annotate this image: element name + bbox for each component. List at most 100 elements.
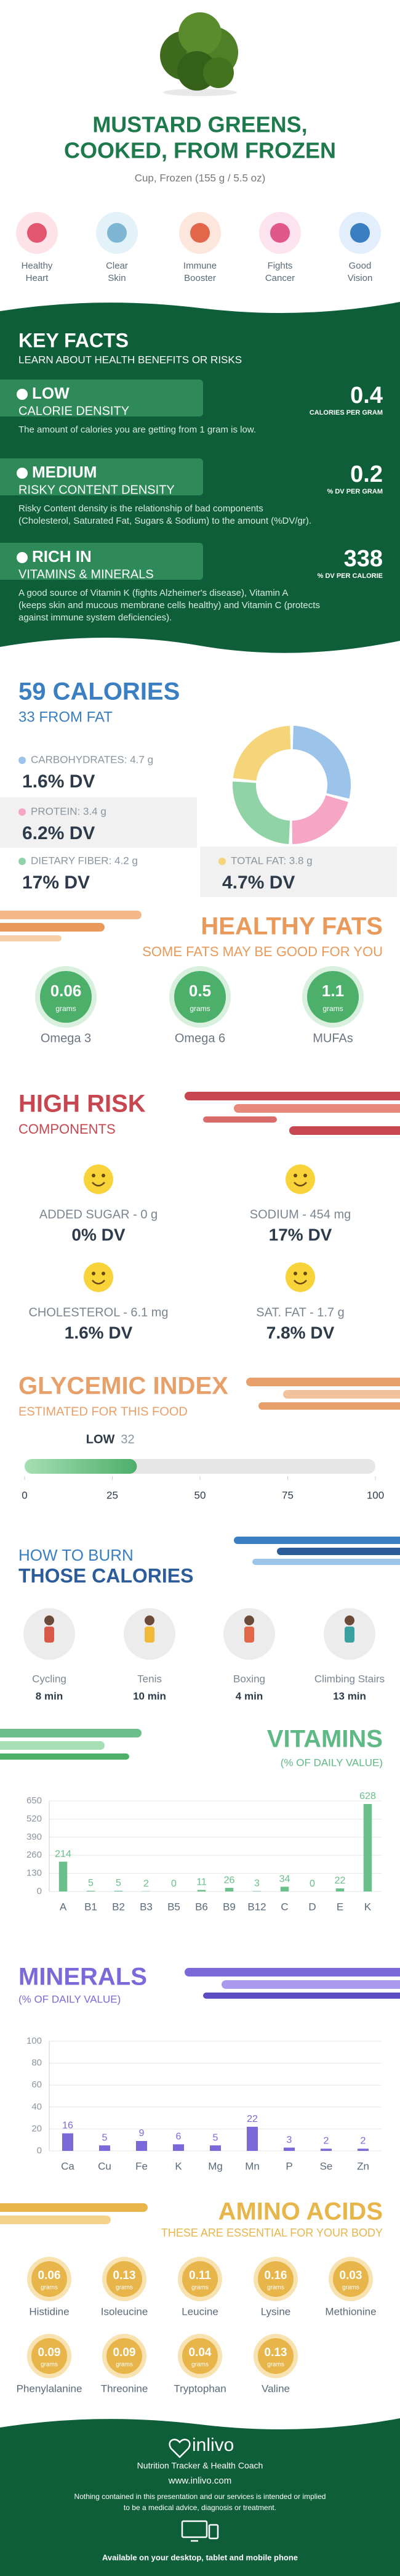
- bar: [99, 2145, 110, 2151]
- x-tick-label: B12: [247, 1901, 266, 1912]
- section-title: HEALTHY FATS: [201, 913, 383, 940]
- title: COOKED, FROM FROZEN: [64, 138, 336, 163]
- fat-unit: grams: [55, 1004, 76, 1013]
- x-tick-label: B6: [195, 1901, 208, 1912]
- fact-value: 338: [344, 546, 383, 572]
- amino-name: Leucine: [182, 2306, 218, 2317]
- fact-description: (Cholesterol, Saturated Fat, Sugars & So…: [18, 516, 311, 526]
- fact-unit: % DV PER GRAM: [327, 488, 383, 495]
- gi-tick-label: 0: [22, 1489, 27, 1501]
- value-label: 5: [102, 2132, 108, 2143]
- gi-level: LOW: [86, 1432, 115, 1446]
- nutrient-name: DIETARY FIBER: 4.2 g: [31, 855, 138, 866]
- activity-time: 8 min: [36, 1690, 63, 1702]
- bar: [280, 1887, 289, 1891]
- value-label: 0: [171, 1879, 177, 1889]
- bar: [173, 2144, 184, 2151]
- value-label: 3: [287, 2135, 292, 2145]
- fat-unit: grams: [190, 1004, 210, 1013]
- benefit-icon: [350, 223, 370, 243]
- activity-name: Boxing: [233, 1673, 265, 1684]
- smiley-eye: [294, 1174, 297, 1177]
- fact-value: 0.2: [350, 461, 383, 487]
- amino-circle: [106, 2261, 142, 2297]
- activity-figure-body: [244, 1627, 254, 1643]
- x-tick-label: Mn: [245, 2160, 260, 2172]
- amino-circle: [31, 2261, 67, 2297]
- smiley-mouth: [92, 1182, 105, 1187]
- ribbons: [0, 911, 400, 2224]
- fat-circle: [307, 971, 359, 1023]
- risk-dv: 7.8% DV: [266, 1323, 335, 1342]
- section-title: THOSE CALORIES: [18, 1564, 193, 1587]
- amino-name: Threonine: [101, 2383, 148, 2394]
- amino-value: 0.09: [38, 2346, 61, 2359]
- smiley-eye: [303, 1174, 307, 1177]
- amino-value: 0.09: [113, 2346, 136, 2359]
- fact-description: Risky Content density is the relationshi…: [18, 503, 263, 514]
- fact-band: [0, 543, 203, 580]
- fat-value: 1.1: [322, 981, 344, 1000]
- section-subtitle: ESTIMATED FOR THIS FOOD: [18, 1405, 188, 1418]
- activity-time: 10 min: [133, 1690, 166, 1702]
- activity-figure-head: [345, 1615, 354, 1625]
- amino-value: 0.04: [189, 2346, 212, 2359]
- benefit-label: Booster: [184, 273, 216, 283]
- x-tick-label: Mg: [208, 2160, 223, 2172]
- bar: [363, 1803, 372, 1891]
- tagline: Nutrition Tracker & Health Coach: [137, 2461, 263, 2471]
- value-label: 34: [279, 1874, 290, 1885]
- y-tick-label: 390: [26, 1832, 42, 1842]
- fact-label: CALORIE DENSITY: [18, 404, 129, 418]
- amino-name: Methionine: [325, 2306, 376, 2317]
- smiley-eye: [294, 1272, 297, 1275]
- y-tick-label: 100: [26, 2036, 42, 2046]
- x-tick-label: C: [281, 1901, 288, 1912]
- y-tick-label: 0: [37, 1886, 42, 1896]
- risk-name: SAT. FAT - 1.7 g: [256, 1306, 344, 1319]
- serving: Cup, Frozen (155 g / 5.5 oz): [135, 172, 266, 184]
- gi-tick-label: 25: [106, 1489, 118, 1501]
- x-tick-label: B9: [223, 1901, 236, 1912]
- section-title: MINERALS: [18, 1964, 147, 1991]
- nutrient-background: [0, 797, 197, 848]
- section-subtitle: (% OF DAILY VALUE): [281, 1757, 383, 1768]
- activity-figure-head: [244, 1615, 254, 1625]
- section-title: HOW TO BURN: [18, 1546, 134, 1564]
- amino-name: Valine: [262, 2383, 290, 2394]
- section-subtitle: THESE ARE ESSENTIAL FOR YOUR BODY: [161, 2227, 383, 2239]
- amino-circle: [258, 2261, 294, 2297]
- nutrient-name: PROTEIN: 3.4 g: [31, 805, 106, 817]
- url[interactable]: www.inlivo.com: [168, 2476, 232, 2486]
- fact-description: The amount of calories you are getting f…: [18, 425, 256, 435]
- nutrient-name: TOTAL FAT: 3.8 g: [231, 855, 313, 866]
- x-tick-label: E: [337, 1901, 343, 1912]
- benefit-label: Fights: [268, 261, 293, 271]
- bar: [284, 2147, 295, 2151]
- bar: [197, 1890, 206, 1891]
- value-label: 5: [88, 1878, 94, 1888]
- amino-unit: grams: [191, 2362, 209, 2368]
- activity-name: Climbing Stairs: [314, 1673, 385, 1684]
- section-title: AMINO ACIDS: [218, 2198, 383, 2225]
- benefit-label: Cancer: [265, 273, 295, 283]
- amino-name: Lysine: [261, 2306, 291, 2317]
- value-label: 22: [335, 1875, 346, 1886]
- bar: [58, 1861, 68, 1891]
- amino-circle: [333, 2261, 369, 2297]
- y-tick-label: 40: [31, 2102, 42, 2112]
- nutrient-dot: [218, 858, 226, 865]
- fact-level: MEDIUM: [32, 463, 97, 481]
- fact-level: RICH IN: [32, 547, 92, 566]
- x-tick-label: P: [286, 2160, 292, 2172]
- title: MUSTARD GREENS,: [92, 112, 307, 137]
- bar: [247, 2126, 258, 2151]
- activity-name: Tenis: [137, 1673, 162, 1684]
- section-title: VITAMINS: [267, 1726, 383, 1753]
- y-tick-label: 20: [31, 2123, 42, 2134]
- donut-slice: [233, 726, 291, 781]
- fact-unit: % DV PER CALORIE: [318, 572, 383, 580]
- x-tick-label: B1: [84, 1901, 97, 1912]
- gi-bar: [25, 1459, 137, 1474]
